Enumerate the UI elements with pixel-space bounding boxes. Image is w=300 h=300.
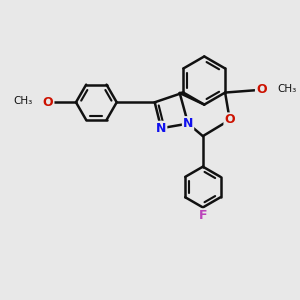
Text: F: F <box>199 209 207 222</box>
Text: CH₃: CH₃ <box>14 96 33 106</box>
Text: N: N <box>183 117 193 130</box>
Text: CH₃: CH₃ <box>278 84 297 94</box>
Text: O: O <box>43 96 53 109</box>
Text: O: O <box>224 113 235 126</box>
Text: N: N <box>156 122 166 135</box>
Text: O: O <box>256 83 266 96</box>
